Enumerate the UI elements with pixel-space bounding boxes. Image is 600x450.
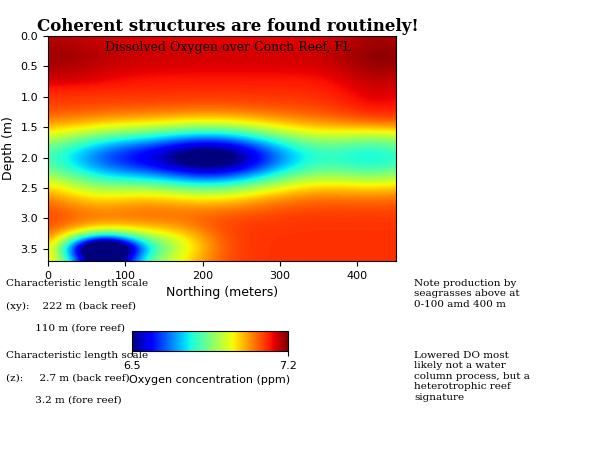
Text: (xy):    222 m (back reef): (xy): 222 m (back reef): [6, 302, 136, 310]
Text: Dissolved Oxygen over Conch Reef, FL: Dissolved Oxygen over Conch Reef, FL: [105, 40, 351, 54]
X-axis label: Oxygen concentration (ppm): Oxygen concentration (ppm): [130, 375, 290, 385]
Text: 110 m (fore reef): 110 m (fore reef): [6, 324, 125, 333]
Text: Lowered DO most
likely not a water
column process, but a
heterotrophic reef
sign: Lowered DO most likely not a water colum…: [414, 351, 530, 401]
X-axis label: Northing (meters): Northing (meters): [166, 286, 278, 299]
Text: (z):     2.7 m (back reef): (z): 2.7 m (back reef): [6, 374, 130, 382]
Y-axis label: Depth (m): Depth (m): [2, 117, 15, 180]
Text: Characteristic length scale: Characteristic length scale: [6, 351, 148, 360]
Text: 3.2 m (fore reef): 3.2 m (fore reef): [6, 396, 122, 405]
Text: Characteristic length scale: Characteristic length scale: [6, 279, 148, 288]
Text: Note production by
seagrasses above at
0-100 amd 400 m: Note production by seagrasses above at 0…: [414, 279, 520, 309]
Text: Coherent structures are found routinely!: Coherent structures are found routinely!: [37, 18, 419, 35]
